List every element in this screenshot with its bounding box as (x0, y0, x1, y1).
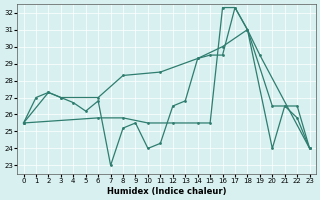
X-axis label: Humidex (Indice chaleur): Humidex (Indice chaleur) (107, 187, 226, 196)
